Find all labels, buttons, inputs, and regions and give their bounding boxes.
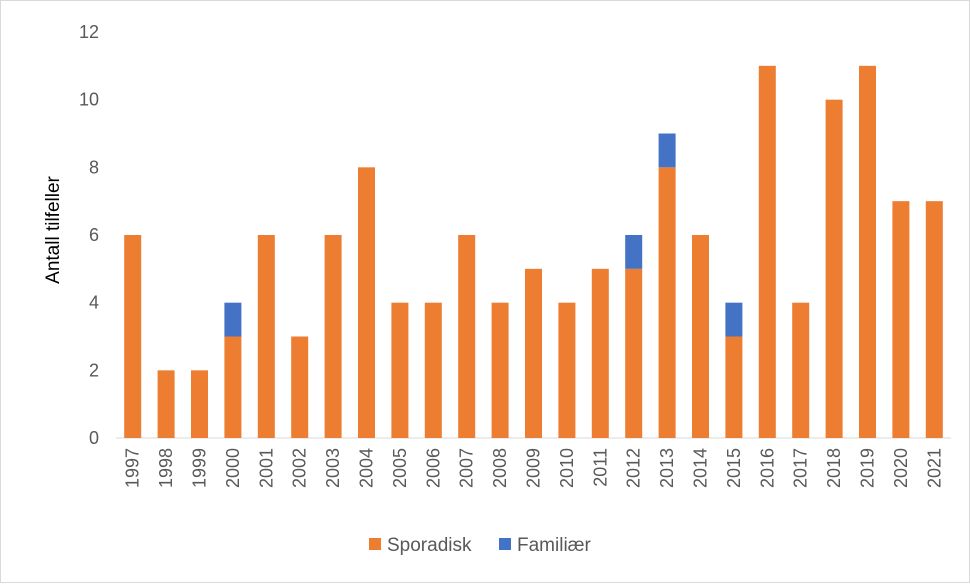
x-tick-label: 2004 xyxy=(357,448,377,488)
y-tick-label: 2 xyxy=(89,360,99,380)
bar-sporadisk-1998 xyxy=(157,370,175,438)
x-tick-label: 2007 xyxy=(457,448,477,488)
y-axis-label: Antall tilfeller xyxy=(43,175,64,283)
y-tick-label: 12 xyxy=(79,22,99,42)
x-tick-label: 2005 xyxy=(390,448,410,488)
bar-sporadisk-2000 xyxy=(224,336,242,438)
x-tick-label: 2001 xyxy=(256,448,276,488)
bar-sporadisk-2013 xyxy=(658,167,676,439)
x-tick-label: 2020 xyxy=(891,448,911,488)
x-tick-label: 2019 xyxy=(858,448,878,488)
bar-sporadisk-2006 xyxy=(424,302,442,438)
x-tick-label: 2010 xyxy=(557,448,577,488)
bar-sporadisk-2003 xyxy=(324,235,342,438)
x-tick-label: 2015 xyxy=(724,448,744,488)
y-axis-ticks: 0 2 4 6 8 10 12 xyxy=(79,22,99,448)
x-tick-label: 2003 xyxy=(323,448,343,488)
legend-label: Familiær xyxy=(517,535,592,556)
x-tick-label: 2006 xyxy=(423,448,443,488)
bar-famili-r-2000 xyxy=(224,302,242,337)
bar-sporadisk-2017 xyxy=(792,302,810,438)
bars xyxy=(124,65,943,439)
bar-sporadisk-1999 xyxy=(191,370,208,438)
bar-sporadisk-1997 xyxy=(124,235,142,438)
x-tick-label: 1997 xyxy=(123,448,143,488)
bar-sporadisk-2019 xyxy=(859,65,876,438)
x-tick-label: 1999 xyxy=(190,448,210,488)
y-tick-label: 0 xyxy=(89,428,99,448)
x-tick-label: 2008 xyxy=(490,448,510,488)
bar-sporadisk-2020 xyxy=(892,201,910,438)
y-tick-label: 10 xyxy=(79,90,99,110)
x-tick-label: 2016 xyxy=(757,448,777,488)
bar-sporadisk-2001 xyxy=(257,235,275,438)
x-tick-label: 2009 xyxy=(524,448,544,488)
legend-swatch-famili-r xyxy=(499,538,511,550)
bar-sporadisk-2021 xyxy=(925,201,943,438)
y-tick-label: 8 xyxy=(89,157,99,177)
x-tick-label: 1998 xyxy=(156,448,176,488)
bar-sporadisk-2012 xyxy=(625,268,643,438)
bar-sporadisk-2018 xyxy=(825,99,843,439)
x-tick-label: 2018 xyxy=(824,448,844,488)
x-tick-label: 2002 xyxy=(290,448,310,488)
bar-sporadisk-2014 xyxy=(692,235,709,438)
bar-sporadisk-2009 xyxy=(525,268,542,438)
bar-sporadisk-2005 xyxy=(391,302,409,438)
bar-sporadisk-2016 xyxy=(758,65,776,438)
legend: Sporadisk Familiær xyxy=(369,535,592,556)
y-tick-label: 6 xyxy=(89,225,99,245)
bar-famili-r-2015 xyxy=(725,302,743,337)
bar-sporadisk-2015 xyxy=(725,336,743,438)
legend-swatch-sporadisk xyxy=(369,538,381,550)
bar-sporadisk-2007 xyxy=(458,235,476,438)
bar-sporadisk-2008 xyxy=(491,302,509,438)
x-tick-label: 2011 xyxy=(590,448,610,487)
bar-sporadisk-2011 xyxy=(591,268,609,438)
x-tick-label: 2013 xyxy=(657,448,677,488)
bar-sporadisk-2010 xyxy=(558,302,576,438)
x-axis-ticks: 1997 1998 1999 2000 2001 2002 2003 2004 2005 2006… xyxy=(123,448,945,488)
bar-sporadisk-2004 xyxy=(358,167,375,439)
x-tick-label: 2017 xyxy=(791,448,811,488)
x-tick-label: 2012 xyxy=(624,448,644,488)
x-tick-label: 2000 xyxy=(223,448,243,488)
x-tick-label: 2021 xyxy=(924,448,944,488)
bar-famili-r-2012 xyxy=(625,235,643,269)
y-tick-label: 4 xyxy=(89,293,99,313)
bar-sporadisk-2002 xyxy=(291,336,309,438)
bar-famili-r-2013 xyxy=(658,133,676,168)
legend-label: Sporadisk xyxy=(387,535,472,556)
x-tick-label: 2014 xyxy=(691,448,711,488)
